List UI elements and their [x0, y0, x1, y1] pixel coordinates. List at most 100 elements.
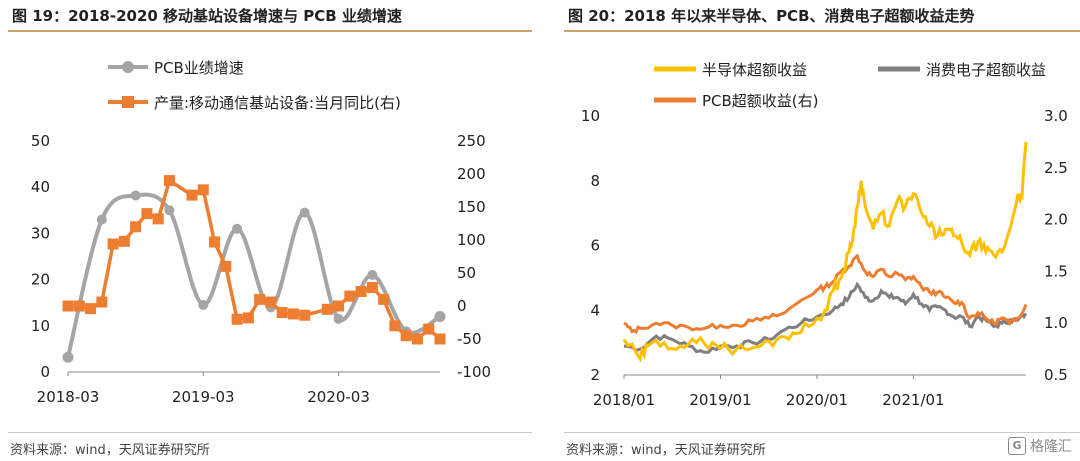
- x-tick-label: 2019/01: [689, 391, 751, 409]
- x-tick-label: 2018-03: [37, 388, 100, 406]
- x-tick-label: 2018/01: [593, 391, 655, 409]
- series-line-base-station: [68, 177, 442, 341]
- series-marker-pcb-growth: [130, 190, 141, 201]
- series-marker-base-station: [344, 290, 356, 302]
- left-source-note: 资料来源：wind，天风证券研究所: [10, 443, 210, 458]
- series-marker-base-station: [333, 300, 345, 312]
- series-marker-base-station: [389, 320, 401, 332]
- series-marker-base-station: [73, 300, 85, 312]
- right-figure-title: 图 20：2018 年以来半导体、PCB、消费电子超额收益走势: [568, 7, 975, 25]
- series-marker-base-station: [366, 282, 378, 294]
- y-right-tick-label: 1.0: [1044, 314, 1068, 332]
- series-marker-base-station: [163, 175, 175, 187]
- y-left-tick-label: 4: [590, 301, 600, 319]
- right-source-rule: [564, 432, 1080, 433]
- watermark: G 格隆汇: [1008, 436, 1072, 456]
- y-right-tick-label: 2.5: [1044, 159, 1068, 177]
- series-marker-base-station: [287, 308, 299, 320]
- y-right-tick-label: 100: [457, 231, 486, 249]
- left-panel: 图 19：2018-2020 移动基站设备增速与 PCB 业绩增速 2018-0…: [8, 7, 532, 458]
- series-marker-base-station: [130, 221, 142, 233]
- series-marker-base-station: [242, 312, 254, 324]
- series-marker-base-station: [152, 213, 164, 225]
- series-marker-pcb-growth: [198, 300, 209, 311]
- series-marker-base-station: [276, 307, 288, 319]
- legend-label-pcb-growth: PCB业绩增速: [154, 59, 244, 77]
- legend-label-consumer-electronics: 消费电子超额收益: [926, 61, 1046, 79]
- legend-marker-base-station: [122, 96, 134, 108]
- legend-label-pcb-excess: PCB超额收益(右): [702, 92, 819, 110]
- right-title-rule: [564, 30, 1080, 32]
- series-marker-base-station: [400, 330, 412, 342]
- watermark-logo-icon: G: [1008, 437, 1026, 455]
- legend-label-semiconductor: 半导体超额收益: [702, 61, 807, 79]
- series-marker-pcb-growth: [232, 223, 243, 234]
- series-marker-base-station: [434, 333, 446, 345]
- series-marker-base-station: [299, 309, 311, 321]
- y-left-tick-label: 50: [31, 132, 50, 150]
- y-right-tick-label: 3.0: [1044, 107, 1068, 125]
- x-tick-label: 2019-03: [172, 388, 235, 406]
- series-marker-base-station: [209, 236, 221, 248]
- series-marker-base-station: [321, 303, 333, 315]
- series-marker-base-station: [107, 238, 119, 250]
- y-right-tick-label: 150: [457, 198, 486, 216]
- legend-marker-pcb-growth: [122, 61, 134, 73]
- left-title-rule: [8, 30, 532, 32]
- y-left-tick-label: 0: [40, 363, 50, 381]
- y-right-tick-label: 250: [457, 132, 486, 150]
- series-line-pcb-growth: [66, 192, 442, 360]
- series-marker-base-station: [220, 260, 232, 272]
- series-marker-base-station: [411, 333, 423, 345]
- series-marker-pcb-growth: [434, 311, 446, 323]
- y-right-tick-label: 200: [457, 165, 486, 183]
- right-chart: 2018/01 2019/01 2020/01 2021/01 2 4 6 8 10 0.5 1.0…: [581, 61, 1068, 409]
- left-chart: 2018-03 2019-03 2020-03 0 10 20 30 40 50 -100 -50 0…: [31, 59, 491, 406]
- watermark-text: 格隆汇: [1030, 439, 1072, 455]
- x-tick-label: 2021/01: [882, 391, 944, 409]
- series-marker-base-station: [265, 296, 277, 308]
- x-tick-label: 2020/01: [786, 391, 848, 409]
- legend-label-base-station: 产量:移动通信基站设备:当月同比(右): [154, 94, 401, 112]
- series-marker-base-station: [423, 323, 435, 335]
- right-source-note: 资料来源：wind，天风证券研究所: [566, 443, 766, 458]
- y-right-tick-label: 1.5: [1044, 262, 1068, 280]
- series-marker-base-station: [231, 313, 243, 325]
- series-marker-base-station: [62, 300, 74, 312]
- y-left-tick-label: 10: [581, 107, 600, 125]
- series-marker-base-station: [355, 285, 367, 297]
- series-marker-base-station: [186, 189, 198, 201]
- y-right-tick-label: 0: [457, 297, 467, 315]
- series-marker-base-station: [197, 184, 209, 196]
- series-marker-pcb-growth: [164, 205, 175, 216]
- y-left-tick-label: 6: [590, 237, 600, 255]
- left-figure-title: 图 19：2018-2020 移动基站设备增速与 PCB 业绩增速: [12, 7, 402, 25]
- series-marker-pcb-growth: [367, 269, 378, 280]
- series-marker-base-station: [378, 293, 390, 305]
- series-marker-pcb-growth: [62, 351, 74, 363]
- left-source-rule: [8, 432, 532, 433]
- y-left-tick-label: 10: [31, 317, 50, 335]
- y-right-tick-label: 0.5: [1044, 366, 1068, 384]
- series-marker-base-station: [96, 296, 108, 308]
- y-right-tick-label: 50: [457, 264, 476, 282]
- series-marker-base-station: [118, 235, 130, 247]
- y-left-tick-label: 2: [590, 366, 600, 384]
- series-line-semiconductor: [622, 141, 1028, 363]
- series-marker-base-station: [85, 303, 97, 315]
- y-right-tick-label: 2.0: [1044, 211, 1068, 229]
- series-marker-pcb-growth: [333, 313, 344, 324]
- y-left-tick-label: 8: [590, 172, 600, 190]
- series-line-consumer-electronics: [623, 281, 1028, 354]
- y-right-tick-label: -100: [457, 363, 491, 381]
- series-marker-base-station: [141, 208, 153, 220]
- series-marker-pcb-growth: [299, 207, 310, 218]
- series-line-pcb-excess: [623, 253, 1028, 335]
- y-right-tick-label: -50: [457, 330, 482, 348]
- series-marker-base-station: [254, 293, 266, 305]
- right-panel: 图 20：2018 年以来半导体、PCB、消费电子超额收益走势 2018/01 2…: [556, 0, 1080, 461]
- y-left-tick-label: 30: [31, 224, 50, 242]
- series-marker-pcb-growth: [96, 214, 107, 225]
- y-left-tick-label: 20: [31, 271, 50, 289]
- y-left-tick-label: 40: [31, 178, 50, 196]
